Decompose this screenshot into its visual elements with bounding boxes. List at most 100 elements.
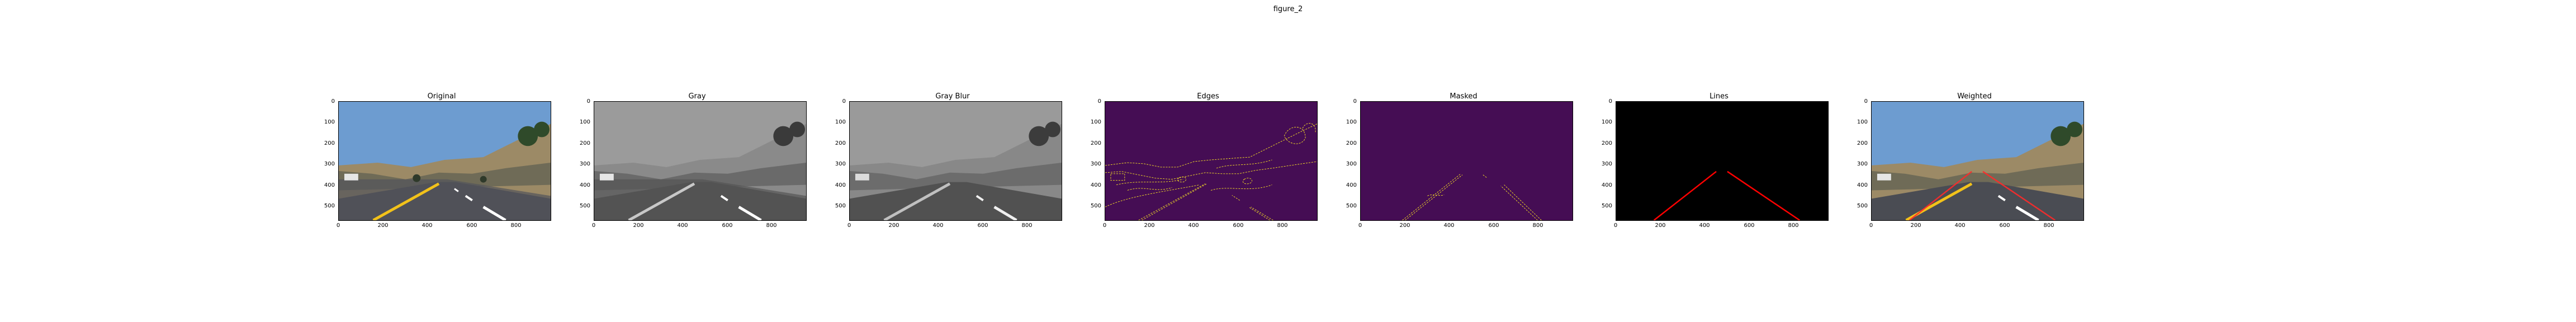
y-tick-label: 200 xyxy=(1857,140,1868,146)
x-tick-label: 0 xyxy=(336,222,340,229)
x-tick-label: 800 xyxy=(510,222,522,229)
y-tick-label: 300 xyxy=(1601,161,1612,167)
y-tick-label: 100 xyxy=(579,119,590,125)
y-tick-label: 500 xyxy=(1857,203,1868,209)
panel-gray-blur: Gray Blur 0 100 200 300 400 500 0 200 40… xyxy=(827,92,1078,229)
panel-lines: Lines 0 100 200 300 400 500 0 200 400 60… xyxy=(1593,92,1845,229)
y-tick-label: 100 xyxy=(1346,119,1357,125)
y-tick-label: 100 xyxy=(1090,119,1101,125)
image-axes xyxy=(1360,101,1573,221)
image-axes xyxy=(594,101,807,221)
x-tick-label: 800 xyxy=(766,222,777,229)
panel-gray: Gray 0 100 200 300 400 500 0 200 400 600… xyxy=(571,92,823,229)
image-axes xyxy=(1616,101,1829,221)
y-tick-label: 0 xyxy=(1864,98,1868,105)
x-tick-label: 400 xyxy=(422,222,433,229)
x-tick-label: 0 xyxy=(1358,222,1362,229)
y-tick-label: 400 xyxy=(1857,182,1868,188)
panel-weighted: Weighted 0 100 200 300 400 500 0 200 400… xyxy=(1849,92,2100,229)
x-tick-label: 600 xyxy=(1744,222,1755,229)
hough-lines-image xyxy=(1616,102,1828,220)
panel-title: Weighted xyxy=(1957,92,1992,101)
x-tick-label: 0 xyxy=(1613,222,1618,229)
x-tick-label: 200 xyxy=(1144,222,1155,229)
x-tick-label: 800 xyxy=(1277,222,1288,229)
y-tick-label: 300 xyxy=(324,161,335,167)
y-tick-label: 0 xyxy=(1097,98,1101,105)
x-tick-label: 200 xyxy=(1655,222,1666,229)
road-image-original xyxy=(339,102,551,220)
x-tick-label: 600 xyxy=(1233,222,1244,229)
x-tick-label: 600 xyxy=(466,222,477,229)
y-tick-label: 0 xyxy=(586,98,590,105)
x-tick-label: 200 xyxy=(1399,222,1410,229)
y-tick-label: 100 xyxy=(1857,119,1868,125)
panel-edges: Edges 0 xyxy=(1082,92,1334,229)
y-tick-label: 500 xyxy=(835,203,846,209)
y-tick-label: 500 xyxy=(324,203,335,209)
x-tick-label: 800 xyxy=(1021,222,1033,229)
x-tick-label: 0 xyxy=(1102,222,1107,229)
y-tick-label: 100 xyxy=(1601,119,1612,125)
image-axes xyxy=(1871,101,2084,221)
x-tick-label: 200 xyxy=(377,222,389,229)
y-tick-label: 500 xyxy=(1346,203,1357,209)
y-tick-label: 400 xyxy=(835,182,846,188)
x-tick-label: 200 xyxy=(633,222,644,229)
panel-masked: Masked 0 100 200 300 400 500 0 200 400 6… xyxy=(1338,92,1589,229)
masked-edge-image xyxy=(1361,102,1573,220)
y-tick-label: 100 xyxy=(324,119,335,125)
x-tick-label: 200 xyxy=(1910,222,1921,229)
x-tick-label: 400 xyxy=(932,222,944,229)
x-tick-label: 800 xyxy=(1532,222,1543,229)
y-tick-label: 300 xyxy=(1090,161,1101,167)
panel-title: Lines xyxy=(1710,92,1729,101)
x-tick-label: 600 xyxy=(1999,222,2010,229)
panel-title: Original xyxy=(427,92,456,101)
y-tick-label: 200 xyxy=(324,140,335,146)
y-tick-label: 200 xyxy=(1090,140,1101,146)
y-tick-label: 400 xyxy=(1090,182,1101,188)
x-tick-label: 400 xyxy=(1443,222,1455,229)
x-tick-label: 200 xyxy=(888,222,899,229)
y-tick-label: 400 xyxy=(1346,182,1357,188)
image-axes xyxy=(1105,101,1318,221)
window-title: figure_2 xyxy=(1273,5,1303,13)
x-tick-label: 400 xyxy=(677,222,688,229)
x-tick-label: 600 xyxy=(722,222,733,229)
x-tick-label: 0 xyxy=(847,222,851,229)
panel-title: Masked xyxy=(1450,92,1478,101)
x-tick-label: 0 xyxy=(591,222,596,229)
image-axes xyxy=(849,101,1062,221)
road-image-gray xyxy=(594,102,806,220)
y-tick-label: 400 xyxy=(324,182,335,188)
panel-title: Gray xyxy=(688,92,706,101)
y-tick-label: 0 xyxy=(1353,98,1357,105)
x-tick-label: 800 xyxy=(1788,222,1799,229)
x-tick-label: 800 xyxy=(2043,222,2054,229)
y-tick-label: 100 xyxy=(835,119,846,125)
y-tick-label: 200 xyxy=(835,140,846,146)
road-image-gray-blur xyxy=(850,102,1062,220)
y-tick-label: 200 xyxy=(579,140,590,146)
y-tick-label: 500 xyxy=(1601,203,1612,209)
y-tick-label: 400 xyxy=(1601,182,1612,188)
y-tick-label: 300 xyxy=(835,161,846,167)
weighted-overlay-image xyxy=(1872,102,2083,220)
image-axes xyxy=(338,101,551,221)
y-tick-label: 300 xyxy=(579,161,590,167)
y-tick-label: 0 xyxy=(331,98,335,105)
x-tick-label: 400 xyxy=(1699,222,1710,229)
y-tick-label: 400 xyxy=(579,182,590,188)
panel-original: Original 0 100 200 300 400 500 0 200 400… xyxy=(316,92,567,229)
y-tick-label: 300 xyxy=(1857,161,1868,167)
x-tick-label: 600 xyxy=(1488,222,1499,229)
edge-image xyxy=(1105,102,1317,220)
y-tick-label: 200 xyxy=(1346,140,1357,146)
x-tick-label: 400 xyxy=(1188,222,1199,229)
x-tick-label: 400 xyxy=(1954,222,1966,229)
y-tick-label: 0 xyxy=(1608,98,1612,105)
y-tick-label: 500 xyxy=(579,203,590,209)
y-tick-label: 200 xyxy=(1601,140,1612,146)
y-tick-label: 0 xyxy=(842,98,846,105)
